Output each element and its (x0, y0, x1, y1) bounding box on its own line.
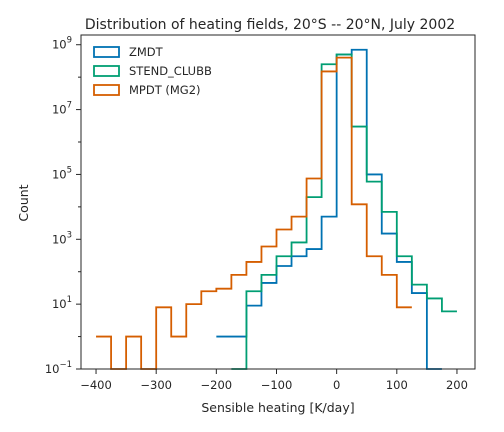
x-axis-label: Sensible heating [K/day] (201, 400, 354, 415)
legend-entry: MPDT (MG2) (93, 83, 201, 97)
legend-swatch (93, 46, 120, 58)
legend: ZMDT STEND_CLUBB MPDT (MG2) (93, 45, 212, 97)
x-tick-label: −200 (201, 378, 233, 392)
legend-swatch (93, 65, 120, 77)
legend-label: STEND_CLUBB (129, 64, 212, 78)
y-tick-label: 105 (52, 165, 72, 181)
legend-label: MPDT (MG2) (129, 83, 201, 97)
x-tick-label: 200 (446, 378, 468, 392)
x-tick-label: −300 (140, 378, 172, 392)
y-tick-label: 103 (52, 230, 72, 246)
series-step-line (231, 53, 457, 370)
series-step-line (96, 56, 412, 370)
plot-frame (80, 34, 476, 370)
x-tick-label: −400 (80, 378, 112, 392)
y-axis-label: Count (16, 184, 31, 221)
legend-entry: ZMDT (93, 45, 164, 59)
plot-area (80, 34, 476, 370)
legend-swatch (93, 84, 120, 96)
x-tick-label: 0 (333, 378, 340, 392)
x-tick-label: 100 (386, 378, 408, 392)
y-tick-label: 10−1 (45, 360, 72, 376)
series-step-line (216, 48, 442, 370)
y-axis: 10−1 101 103 105 107 109 (45, 36, 81, 376)
y-tick-label: 109 (52, 36, 72, 52)
x-tick-label: −100 (261, 378, 293, 392)
chart-title: Distribution of heating fields, 20°S -- … (85, 17, 455, 33)
y-tick-label: 107 (52, 101, 72, 117)
x-axis: −400 −300 −200 −100 0 100 200 (80, 369, 468, 392)
legend-label: ZMDT (129, 45, 164, 59)
series-mpdt-mg2 (96, 56, 412, 370)
series-stend-clubb (231, 53, 457, 370)
series-zmdt (216, 48, 442, 370)
legend-entry: STEND_CLUBB (93, 64, 212, 78)
y-tick-label: 101 (52, 295, 72, 311)
